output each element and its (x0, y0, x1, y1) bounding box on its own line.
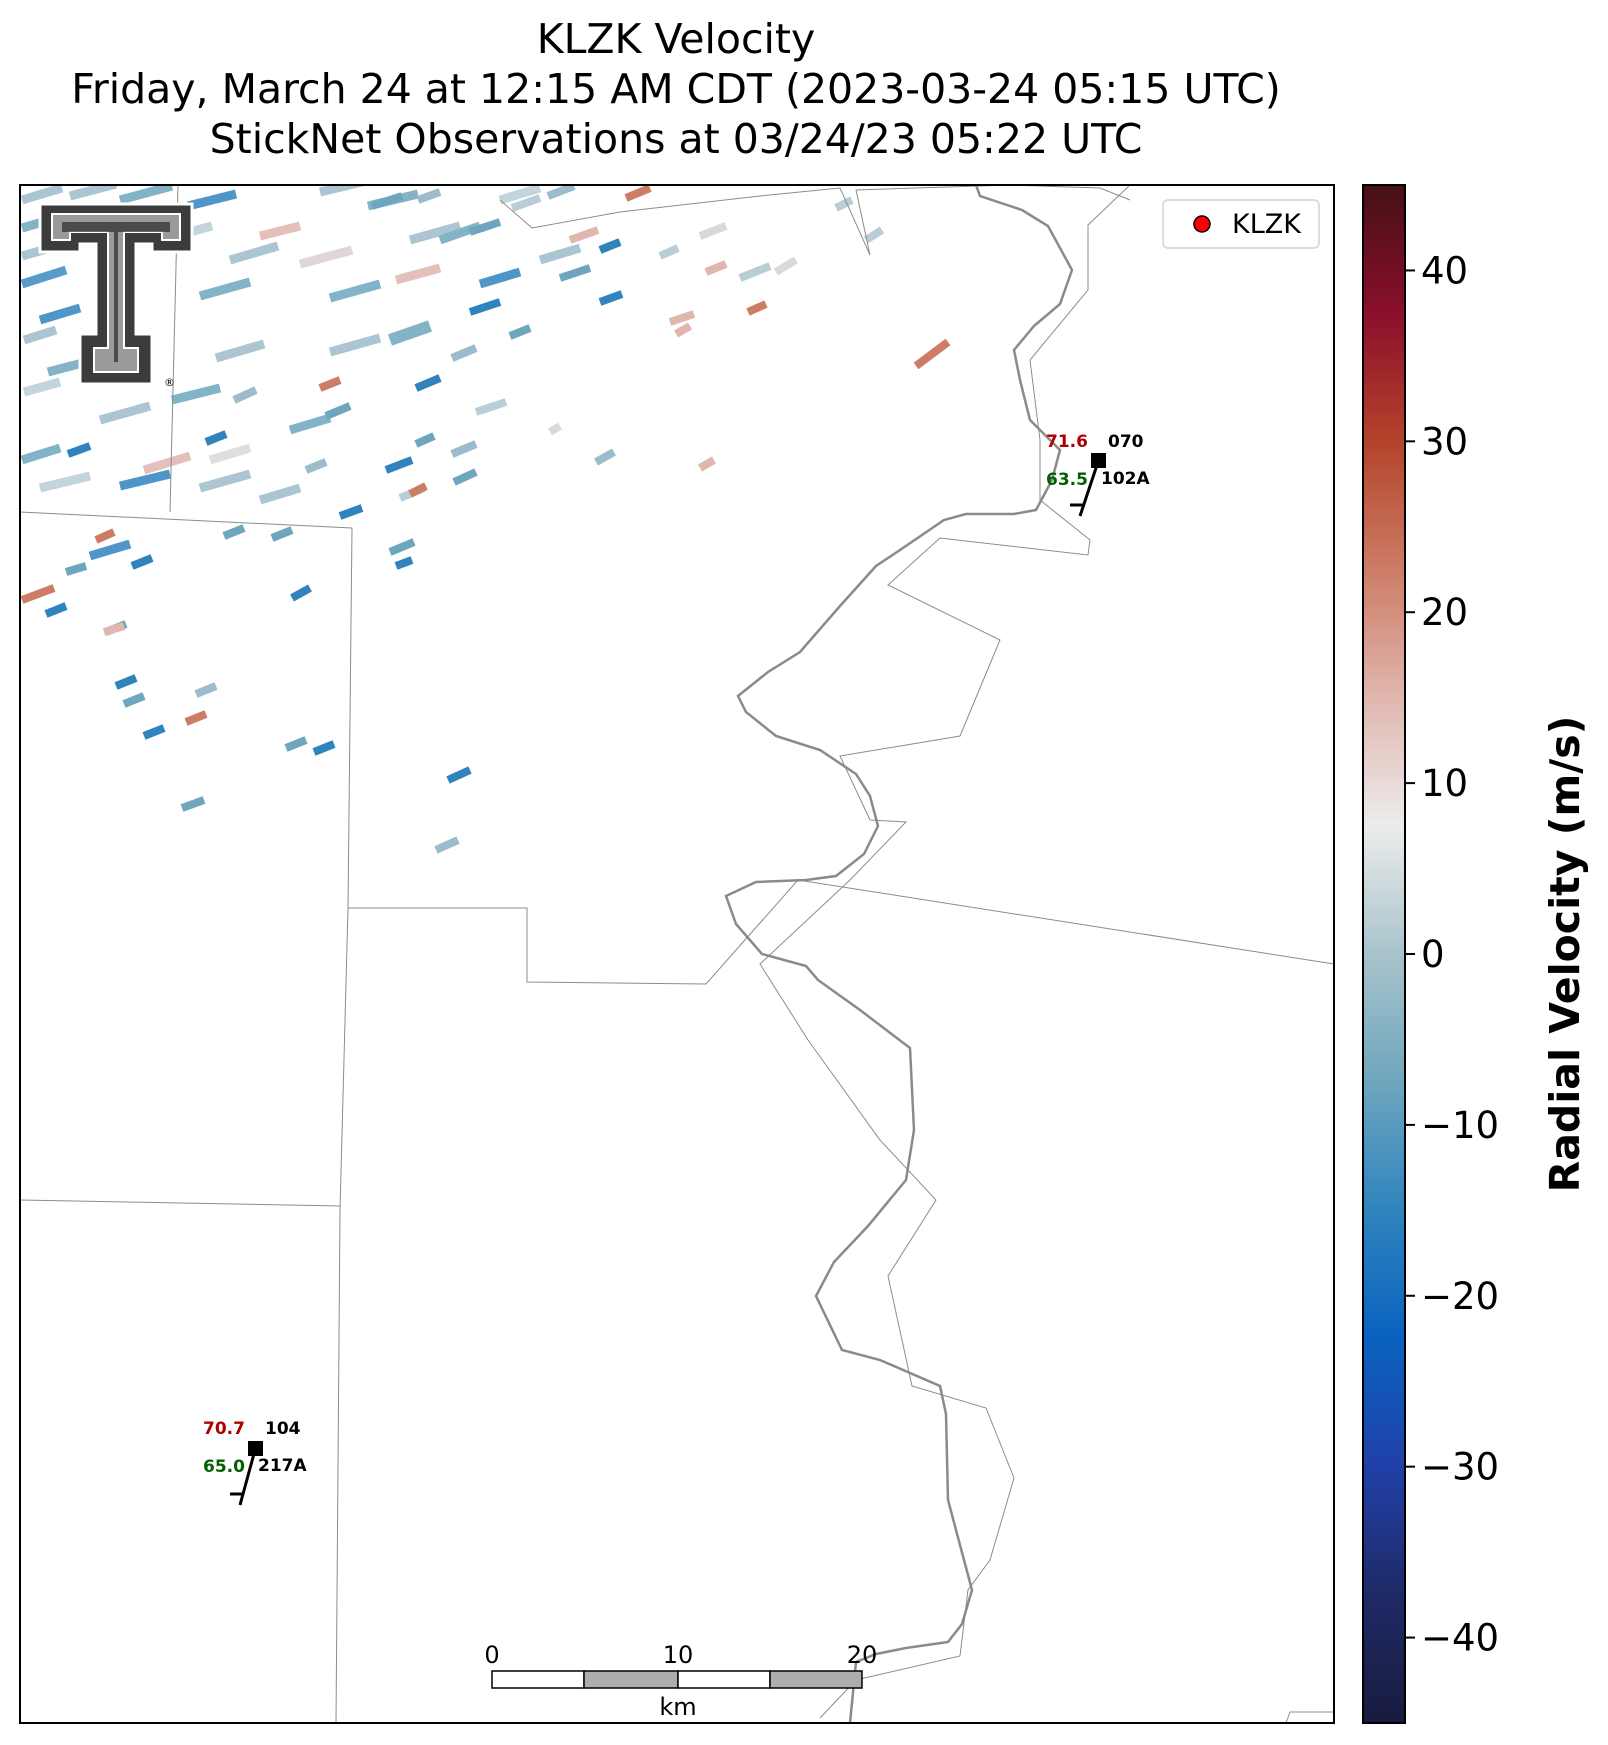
colorbar-tick-label: −30 (1421, 1446, 1499, 1489)
legend-marker-icon (1193, 215, 1211, 233)
scale-tick-10: 10 (663, 1641, 694, 1669)
title-observations: StickNet Observations at 03/24/23 05:22 … (209, 115, 1143, 163)
colorbar-tick-label: −10 (1421, 1104, 1499, 1147)
colorbar-tick-label: 20 (1421, 591, 1468, 634)
title-radar: KLZK Velocity (536, 15, 816, 63)
texas-tech-double-t-logo: ® (38, 202, 194, 389)
station-pressure: 070 (1108, 432, 1144, 452)
station-plot-217A[interactable]: 70.7 104 65.0 217A (203, 1419, 307, 1506)
map-panel[interactable] (19, 180, 1335, 1724)
colorbar-label: Radial Velocity (m/s) (1541, 716, 1589, 1193)
colorbar-tick-label: 0 (1421, 933, 1445, 976)
scale-tick-0: 0 (484, 1641, 499, 1669)
colorbar-tick-label: 10 (1421, 762, 1468, 805)
legend-box: KLZK (1162, 199, 1320, 249)
colorbar-ticks: 40 30 20 10 0 −10 −20 −30 −40 (1405, 249, 1499, 1660)
station-pressure: 104 (265, 1419, 301, 1439)
colorbar-tick-label: −40 (1421, 1617, 1499, 1660)
scale-unit: km (659, 1693, 696, 1721)
scale-tick-20: 20 (847, 1641, 878, 1669)
station-id: 102A (1101, 469, 1150, 489)
station-id: 217A (258, 1456, 307, 1476)
colorbar: 40 30 20 10 0 −10 −20 −30 −40 Radial Velocity (m… (1362, 184, 1589, 1724)
svg-text:®: ® (164, 376, 175, 389)
scale-bar: 0 10 20 km (484, 1641, 877, 1721)
station-plot-102A[interactable]: 71.6 070 63.5 102A (1046, 432, 1150, 517)
station-temp: 70.7 (203, 1419, 245, 1439)
station-dewpoint: 63.5 (1046, 470, 1088, 490)
station-temp: 71.6 (1046, 432, 1088, 452)
colorbar-tick-label: 40 (1421, 249, 1468, 292)
station-dewpoint: 65.0 (203, 1457, 245, 1477)
title-datetime: Friday, March 24 at 12:15 AM CDT (2023-0… (71, 65, 1281, 113)
colorbar-tick-label: 30 (1421, 420, 1468, 463)
river-line (724, 185, 1074, 1723)
legend-label: KLZK (1232, 209, 1302, 240)
echo-gates-sparse (20, 185, 951, 854)
colorbar-tick-label: −20 (1421, 1275, 1499, 1318)
